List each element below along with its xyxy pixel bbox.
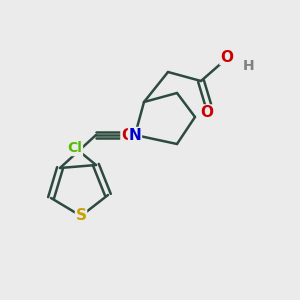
Text: O: O — [200, 105, 214, 120]
Text: N: N — [129, 128, 141, 142]
Text: S: S — [76, 208, 86, 224]
Text: Cl: Cl — [68, 142, 82, 155]
Text: H: H — [243, 59, 255, 73]
Text: O: O — [220, 50, 233, 64]
Text: O: O — [121, 128, 134, 142]
